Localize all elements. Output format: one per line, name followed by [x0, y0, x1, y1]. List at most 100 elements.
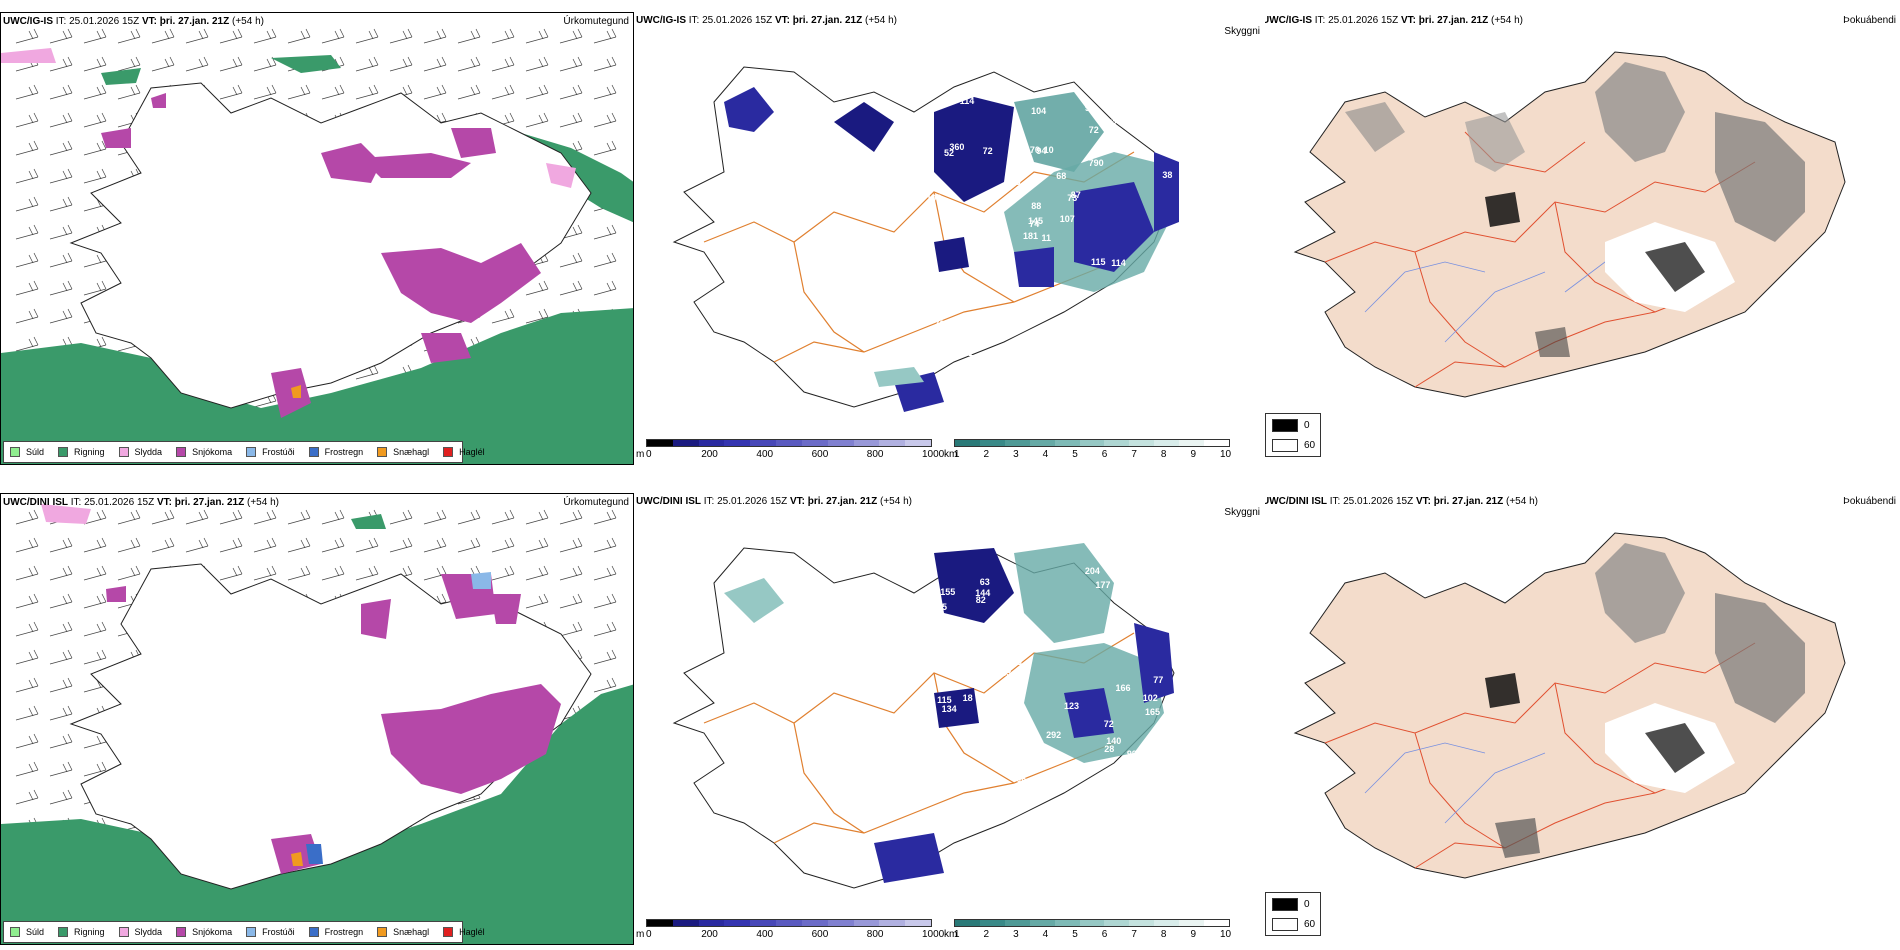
- colorbar-tick: 200: [701, 929, 718, 940]
- colorbar-tick: 2: [983, 449, 990, 460]
- visibility-value-label: 790: [1088, 157, 1104, 168]
- visibility-value-label: 72: [982, 145, 993, 156]
- legend-label: Snjókoma: [192, 447, 233, 457]
- visibility-value-label: 131: [958, 348, 974, 359]
- colorbar-tick: 10: [1220, 929, 1232, 940]
- visibility-value-label: 181: [1023, 230, 1039, 241]
- precip-panel-title-bottom: Úrkomutegund: [563, 497, 629, 508]
- visibility-map-bottom: UWC/DINI ISL IT: 25.01.2026 15Z VT: þri.…: [634, 493, 1264, 945]
- colorbar-tick: 800: [866, 449, 884, 460]
- legend-item-haglél: Haglél: [443, 447, 485, 457]
- legend-item-snjókoma: Snjókoma: [176, 447, 232, 457]
- colorbar-unit: m: [636, 929, 645, 940]
- visibility-map-graphic-bottom: [672, 543, 1175, 889]
- colorbar-tick: 2: [983, 929, 990, 940]
- visibility-value-label: 213: [1006, 656, 1022, 667]
- visibility-value-label: 82: [975, 595, 986, 606]
- cloud-base-colorbar-bottom: m 0 200 400 600 800 1000: [636, 917, 944, 945]
- visibility-value-label: 11: [1041, 233, 1052, 244]
- legend-swatch: [118, 927, 129, 937]
- legend-item-frostregn: Frostregn: [308, 927, 363, 937]
- visibility-value-label: 102: [1142, 692, 1158, 703]
- fog-map-graphic: [1293, 51, 1846, 398]
- colorbar-tick: 6: [1101, 449, 1108, 460]
- colorbar-tick: 5: [1072, 929, 1078, 940]
- visibility-value-label: 115: [937, 694, 952, 705]
- fog-panel-title: Þokuábendi: [1843, 15, 1896, 26]
- legend-swatch: [176, 927, 187, 937]
- colorbar-tick: 7: [1131, 929, 1137, 940]
- visibility-map-top: UWC/IG-IS IT: 25.01.2026 15Z VT: þri. 27…: [634, 12, 1264, 465]
- colorbar-tick: 8: [1160, 449, 1167, 460]
- visibility-value-label: 87: [1070, 190, 1081, 201]
- fog-map-bottom: UWC/DINI ISL IT: 25.01.2026 15Z VT: þri.…: [1265, 493, 1900, 891]
- visibility-value-label: 72: [1103, 718, 1114, 729]
- legend-item-frostúði: Frostúði: [246, 447, 295, 457]
- visibility-value-label: 70: [1020, 644, 1031, 655]
- legend-label: Rigning: [74, 447, 105, 457]
- row1-header: UWC/IG-IS IT: 25.01.2026 15Z VT: þri. 27…: [3, 16, 264, 27]
- visibility-value-label: 115: [1091, 256, 1106, 267]
- colorbar-tick: 400: [756, 929, 774, 940]
- visibility-map-graphic: [672, 66, 1179, 412]
- visibility-value-label: 156: [1151, 802, 1167, 813]
- visibility-value-label: 114: [1111, 258, 1126, 269]
- precip-map-graphic: [1, 28, 633, 464]
- colorbar-tick: 4: [1042, 929, 1049, 940]
- visibility-value-label: 134: [941, 704, 957, 715]
- visibility-value-label: 48: [1138, 574, 1149, 585]
- visibility-value-label: 74: [1029, 218, 1040, 229]
- visibility-value-label: 145: [1027, 215, 1043, 226]
- fog-legend-top: 0 60: [1265, 413, 1321, 457]
- colorbar-tick: 200: [701, 449, 718, 460]
- colorbar-tick: 0: [646, 929, 652, 940]
- legend-item-snjókoma: Snjókoma: [176, 927, 232, 937]
- visibility-value-label: 95: [987, 292, 998, 303]
- legend-item-slydda: Slydda: [118, 927, 162, 937]
- visibility-value-label: 292: [1046, 729, 1062, 740]
- visibility-colorbar-top: km 1 2 3 4 5 6 7 8 9 10: [944, 437, 1234, 465]
- visibility-value-label: 99: [1126, 748, 1137, 759]
- visibility-value-label: 52: [944, 147, 955, 158]
- fog-legend-bottom: 0 60: [1265, 892, 1321, 936]
- colorbar-tick: 9: [1190, 929, 1196, 940]
- colorbar-tick: 5: [1072, 449, 1078, 460]
- visibility-colorbar-bottom: km 1 2 3 4 5 6 7 8 9 10: [944, 917, 1234, 945]
- visibility-panel-title: Skyggni: [1224, 26, 1260, 37]
- legend-item-frostregn: Frostregn: [308, 447, 364, 457]
- visibility-value-label: 360: [949, 142, 965, 153]
- legend-swatch: [10, 447, 20, 457]
- legend-item-snæhagl: Snæhagl: [377, 447, 429, 457]
- visibility-value-label: 81: [1152, 726, 1163, 737]
- visibility-value-label: 63: [979, 576, 990, 587]
- row2-vis-header: UWC/DINI ISL IT: 25.01.2026 15Z VT: þri.…: [636, 496, 912, 507]
- legend-label: Haglél: [459, 447, 485, 457]
- visibility-value-label: 28: [1104, 744, 1115, 755]
- colorbar-tick: 9: [1190, 449, 1196, 460]
- legend-label: Frostregn: [324, 447, 364, 457]
- legend-swatch: [118, 447, 129, 457]
- precip-panel-title: Úrkomutegund: [563, 16, 629, 27]
- colorbar-tick: 0: [646, 449, 652, 460]
- colorbar-gradient: [646, 919, 932, 927]
- visibility-value-label: 83: [1001, 667, 1012, 678]
- visibility-value-label: 49: [1162, 133, 1173, 144]
- legend-swatch: [443, 447, 454, 457]
- legend-swatch: [443, 927, 454, 937]
- visibility-value-label: 75: [976, 320, 987, 331]
- legend-item-haglél: Haglél: [443, 927, 485, 937]
- visibility-value-label: 83: [1118, 798, 1129, 809]
- colorbar-tick: 4: [1042, 449, 1049, 460]
- legend-item-súld: Súld: [10, 447, 44, 457]
- visibility-value-label: 165: [1145, 707, 1161, 718]
- colorbar-gradient: [954, 919, 1230, 927]
- colorbar-tick: 10: [1220, 449, 1232, 460]
- legend-label: Haglél: [459, 927, 485, 937]
- visibility-value-label: 94: [1036, 145, 1047, 156]
- legend-item-slydda: Slydda: [118, 447, 162, 457]
- legend-swatch: [58, 927, 69, 937]
- visibility-value-label: 10: [1043, 145, 1054, 156]
- visibility-value-label: 17: [940, 762, 951, 773]
- visibility-value-label: 55: [934, 332, 945, 343]
- visibility-value-label: 176: [1089, 780, 1105, 791]
